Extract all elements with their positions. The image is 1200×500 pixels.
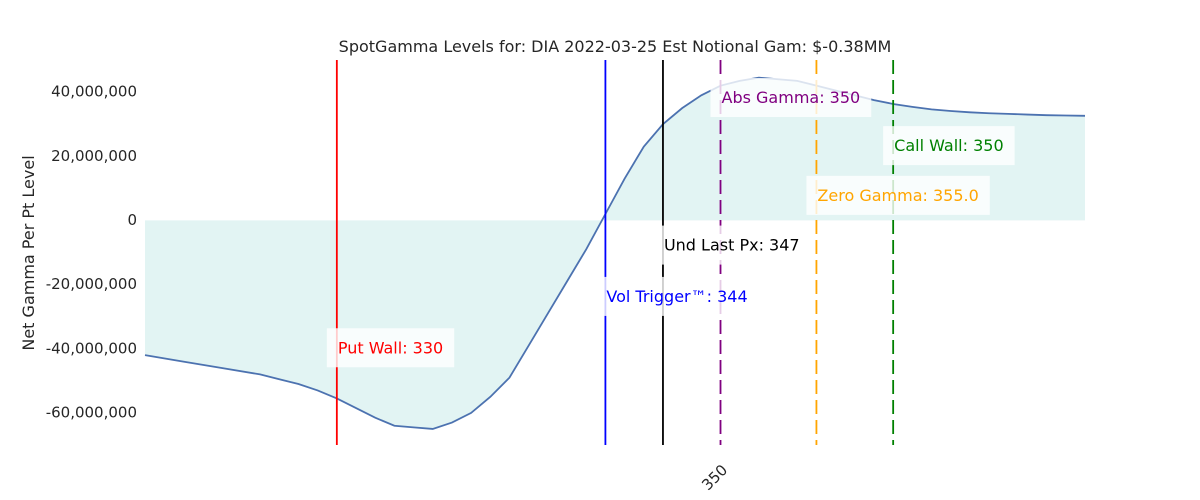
und-last-px-annotation: Und Last Px: 347 xyxy=(652,225,811,265)
put-wall-label-box xyxy=(326,328,455,368)
vol-trigger-label-box xyxy=(595,276,759,316)
abs-gamma-label: Abs Gamma: 350 xyxy=(722,88,861,107)
y-tick-label: 40,000,000 xyxy=(51,83,137,101)
chart-title: SpotGamma Levels for: DIA 2022-03-25 Est… xyxy=(339,37,892,56)
y-axis-ticks: 40,000,000 20,000,000 0 -20,000,000 -40,000,… xyxy=(46,83,137,422)
und-last-px-label: Und Last Px: 347 xyxy=(664,236,800,255)
abs-gamma-annotation: Abs Gamma: 350 xyxy=(710,78,872,117)
zero-gamma-annotation: Zero Gamma: 355.0 xyxy=(806,175,990,215)
y-axis-label: Net Gamma Per Pt Level xyxy=(19,155,38,350)
abs-gamma-label-box xyxy=(710,78,872,117)
gamma-series-line xyxy=(144,76,1086,430)
y-tick-label: -60,000,000 xyxy=(46,403,137,421)
plot-area: Put Wall: 330 Vol Trigger™: 344 Und Last P… xyxy=(144,60,1086,445)
vol-trigger-label: Vol Trigger™: 344 xyxy=(606,287,747,306)
call-wall-annotation: Call Wall: 350 xyxy=(883,126,1015,166)
x-tick-label: 350 xyxy=(698,461,731,494)
y-tick-label: 20,000,000 xyxy=(51,147,137,165)
y-tick-label: 0 xyxy=(127,211,137,229)
call-wall-label: Call Wall: 350 xyxy=(894,136,1003,155)
y-tick-label: -20,000,000 xyxy=(46,275,137,293)
zero-gamma-label-box xyxy=(806,175,990,215)
y-tick-label: -40,000,000 xyxy=(46,339,137,357)
x-axis-ticks: 350 xyxy=(698,461,731,494)
zero-gamma-label: Zero Gamma: 355.0 xyxy=(817,186,978,205)
und-last-px-label-box xyxy=(652,225,811,265)
put-wall-label: Put Wall: 330 xyxy=(338,338,443,357)
vol-trigger-annotation: Vol Trigger™: 344 xyxy=(595,276,759,316)
call-wall-label-box xyxy=(883,126,1015,166)
put-wall-annotation: Put Wall: 330 xyxy=(326,328,455,368)
